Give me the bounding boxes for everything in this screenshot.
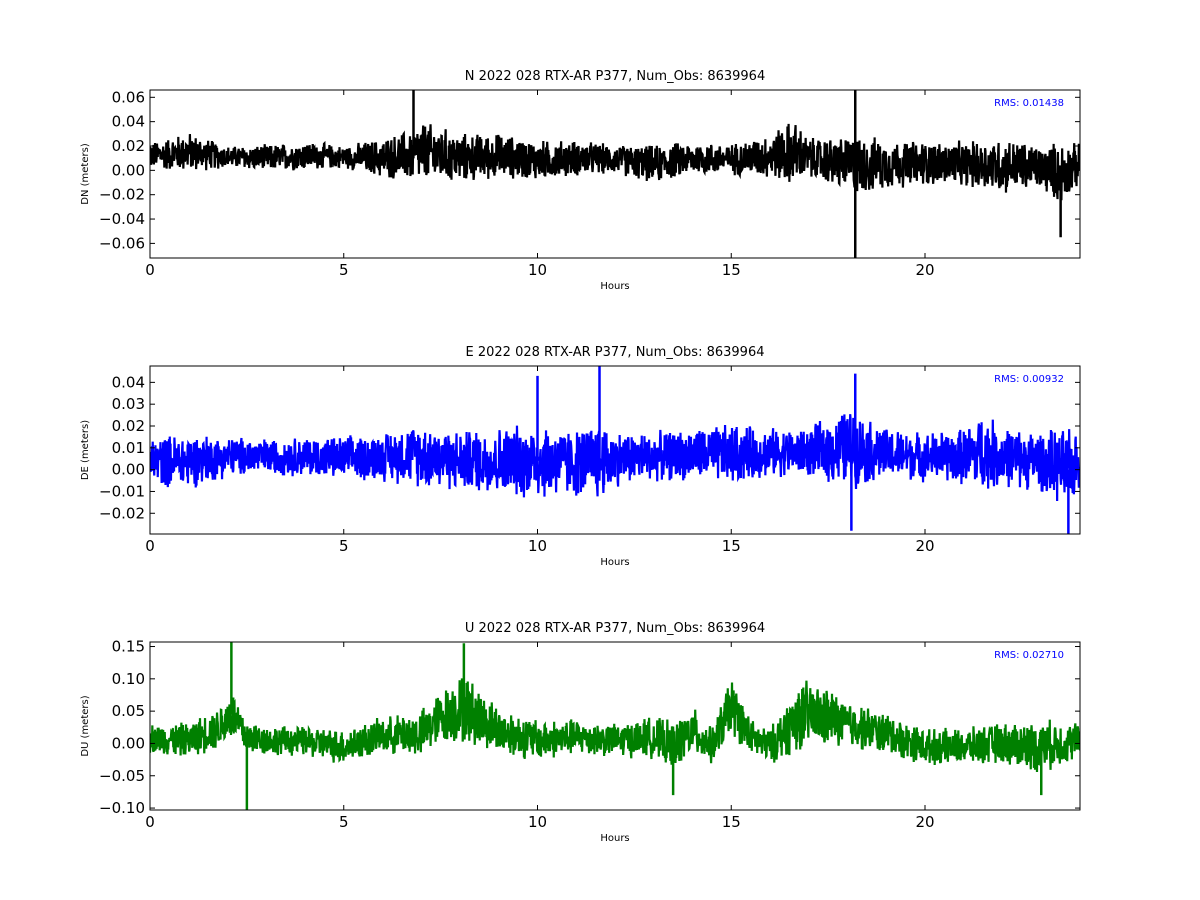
y-tick-label: −0.04 [99,210,145,228]
x-tick-label: 10 [528,261,547,279]
subplot-title: N 2022 028 RTX-AR P377, Num_Obs: 8639964 [465,69,765,84]
y-tick-label: 0.00 [112,461,145,479]
y-tick-label: −0.05 [99,767,145,785]
y-tick-label: 0.03 [112,395,145,413]
y-tick-label: 0.15 [112,638,145,656]
series-line [150,123,1080,201]
x-tick-label: 5 [339,813,349,831]
x-tick-label: 10 [528,813,547,831]
x-axis-label: Hours [600,557,629,568]
rms-annotation: RMS: 0.01438 [994,98,1064,109]
x-tick-label: 0 [145,537,155,555]
rms-annotation: RMS: 0.00932 [994,374,1064,385]
subplot-title: U 2022 028 RTX-AR P377, Num_Obs: 8639964 [465,621,765,636]
x-tick-label: 15 [722,813,741,831]
y-tick-label: 0.10 [112,670,145,688]
y-tick-label: 0.04 [112,113,145,131]
x-tick-label: 20 [915,813,934,831]
x-tick-label: 15 [722,261,741,279]
series-line [150,414,1080,502]
y-tick-label: −0.02 [99,186,145,204]
x-tick-label: 10 [528,537,547,555]
subplot-title: E 2022 028 RTX-AR P377, Num_Obs: 8639964 [466,345,765,360]
y-tick-label: 0.02 [112,417,145,435]
series-line [150,678,1080,772]
axes-frame [149,89,1081,259]
x-tick-label: 0 [145,813,155,831]
y-tick-label: 0.05 [112,702,145,720]
y-tick-label: −0.01 [99,482,145,500]
subplot-e: E 2022 028 RTX-AR P377, Num_Obs: 8639964… [80,345,1081,568]
subplot-n: N 2022 028 RTX-AR P377, Num_Obs: 8639964… [80,69,1081,292]
y-axis-label: DE (meters) [80,420,91,480]
x-axis-label: Hours [600,281,629,292]
y-tick-label: −0.10 [99,799,145,817]
y-tick-label: 0.00 [112,161,145,179]
x-tick-label: 20 [915,261,934,279]
x-tick-label: 15 [722,537,741,555]
y-tick-label: 0.00 [112,734,145,752]
y-tick-label: −0.02 [99,504,145,522]
y-tick-label: 0.06 [112,88,145,106]
rms-annotation: RMS: 0.02710 [994,650,1064,661]
x-tick-label: 5 [339,537,349,555]
y-axis-label: DU (meters) [80,695,91,756]
x-tick-label: 5 [339,261,349,279]
x-tick-label: 0 [145,261,155,279]
axes-frame [149,641,1081,811]
x-axis-label: Hours [600,833,629,844]
y-tick-label: 0.04 [112,373,145,391]
axes-frame [149,365,1081,535]
x-tick-label: 20 [915,537,934,555]
y-tick-label: 0.02 [112,137,145,155]
y-tick-label: −0.06 [99,234,145,252]
subplot-u: U 2022 028 RTX-AR P377, Num_Obs: 8639964… [80,621,1081,844]
y-tick-label: 0.01 [112,439,145,457]
y-axis-label: DN (meters) [80,143,91,205]
